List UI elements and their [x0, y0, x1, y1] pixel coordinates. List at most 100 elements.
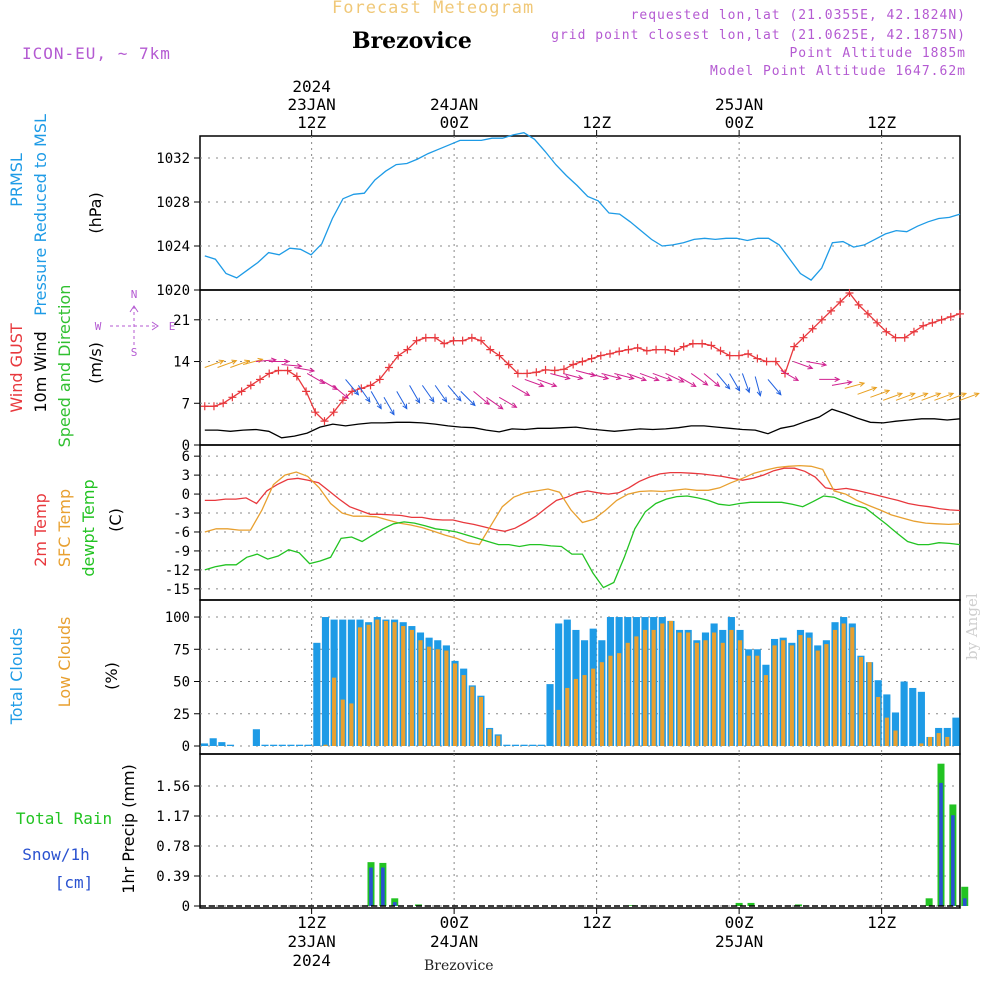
bottom-time-label: 12Z [867, 913, 896, 932]
low-cloud-bar [755, 655, 760, 746]
wind-gust-marker [799, 333, 808, 342]
bottom-time-label: 25JAN [715, 932, 763, 951]
y-tick-label: -15 [165, 582, 190, 598]
y-tick-label: 6 [182, 449, 190, 465]
wind-gust-marker [698, 339, 707, 348]
wind-gust-marker [937, 315, 946, 324]
wind-direction-arrow [908, 392, 928, 401]
temp-2m-line [204, 467, 961, 532]
wind-direction-arrowhead [834, 376, 841, 383]
wind-gust-marker [688, 339, 697, 348]
low-cloud-bar [651, 629, 656, 746]
bottom-time-label: 00Z [725, 913, 754, 932]
wind-gust-marker [946, 312, 955, 321]
low-cloud-bar [668, 620, 673, 746]
wind-direction-arrowhead [735, 385, 741, 392]
low-cloud-bar [634, 636, 639, 746]
temp-2m-label: 2m Temp [31, 493, 50, 567]
wind-gust-marker [550, 366, 559, 375]
wind-direction-arrow [947, 392, 967, 401]
wind-direction-arrowhead [577, 374, 584, 381]
snow-bar [381, 867, 385, 906]
wind-direction-arrow [614, 372, 634, 380]
panel-frame-4 [199, 753, 961, 909]
low-cloud-bar [573, 678, 578, 746]
wind-gust-marker [928, 318, 937, 327]
wind-gust-marker [394, 351, 403, 360]
y-tick-label: 0 [182, 739, 190, 755]
low-cloud-bar [815, 650, 820, 746]
pressure-sublabel: Pressure Reduced to MSL [31, 114, 50, 316]
wind-direction-arrow [255, 359, 276, 363]
wind-gust-marker [633, 343, 642, 352]
wind-direction-arrow [306, 373, 325, 384]
wind-direction-arrow [806, 361, 827, 366]
snow-bar [951, 815, 955, 906]
y-tick-label: 1024 [156, 239, 190, 255]
total-cloud-bar [287, 744, 295, 746]
total-cloud-bar [304, 744, 312, 746]
wind-direction-arrow [857, 387, 877, 395]
wind-gust-marker [919, 321, 928, 330]
low-cloud-bar [884, 717, 889, 746]
wind-direction-arrow [921, 392, 941, 401]
wind-direction-arrowhead [793, 376, 800, 382]
low-cloud-bar [323, 744, 328, 746]
wind-direction-arrow [524, 378, 544, 387]
compass-north-label: N [131, 288, 138, 301]
wind-gust-marker [900, 333, 909, 342]
top-time-label: 24JAN [430, 95, 478, 114]
wind-gust-marker [357, 384, 366, 393]
wind-gust-marker [845, 288, 854, 297]
total-cloud-bar [555, 623, 563, 746]
snow-label: Snow/1h [22, 845, 89, 864]
wind-gust-marker [256, 375, 265, 384]
low-cloud-bar [617, 653, 622, 746]
total-cloud-bar [226, 744, 235, 746]
wind-direction-arrow [460, 390, 476, 406]
compass-arrowheads [129, 305, 159, 331]
low-cloud-bar [789, 645, 794, 746]
wind-gust-marker [734, 351, 743, 360]
top-time-label: 00Z [725, 113, 754, 132]
wind-direction-arrowhead [935, 392, 942, 398]
total-cloud-bar [270, 744, 278, 746]
wind-direction-arrowhead [678, 377, 685, 383]
wind-gust-marker [716, 346, 725, 355]
wind-direction-arrow [767, 379, 782, 396]
wind-direction-arrow [345, 379, 359, 396]
top-time-label: 23JAN [288, 95, 336, 114]
y-tick-label: 1.56 [156, 779, 190, 795]
wind-direction-arrow [421, 385, 435, 403]
low-cloud-bar [461, 675, 466, 746]
wind-direction-arrowhead [714, 381, 721, 388]
rain-bar [735, 902, 743, 906]
wind-direction-arrowhead [973, 392, 980, 398]
bottom-time-label: 00Z [440, 913, 469, 932]
wind-direction-arrowhead [909, 392, 916, 398]
low-cloud-bar [496, 735, 501, 746]
wind-direction-arrow [357, 385, 371, 403]
total-cloud-bar [201, 743, 209, 746]
low-cloud-bar [401, 626, 406, 746]
wind-direction-arrowhead [353, 389, 360, 396]
wind-direction-arrow [498, 396, 517, 408]
top-time-label: 25JAN [715, 95, 763, 114]
wind-gust-marker [302, 387, 311, 396]
wind-direction-arrowhead [859, 381, 866, 387]
low-cloud-bar [366, 624, 371, 746]
wind-gust-label: Wind GUST [7, 323, 26, 413]
low-cloud-bar [444, 650, 449, 746]
low-cloud-bar [867, 662, 872, 746]
wind-direction-arrowhead [365, 396, 371, 403]
rain-bar [925, 898, 933, 906]
low-cloud-bar [945, 736, 950, 746]
y-tick-label: 1020 [156, 283, 190, 299]
total-cloud-bar [511, 744, 520, 746]
total-cloud-bar [952, 717, 960, 746]
low-cloud-bar [746, 655, 751, 746]
low-cloud-bar [435, 649, 440, 746]
wind-direction-arrowhead [470, 400, 476, 407]
wind-direction-arrowhead [745, 387, 751, 394]
total-cloud-bar [278, 744, 286, 746]
